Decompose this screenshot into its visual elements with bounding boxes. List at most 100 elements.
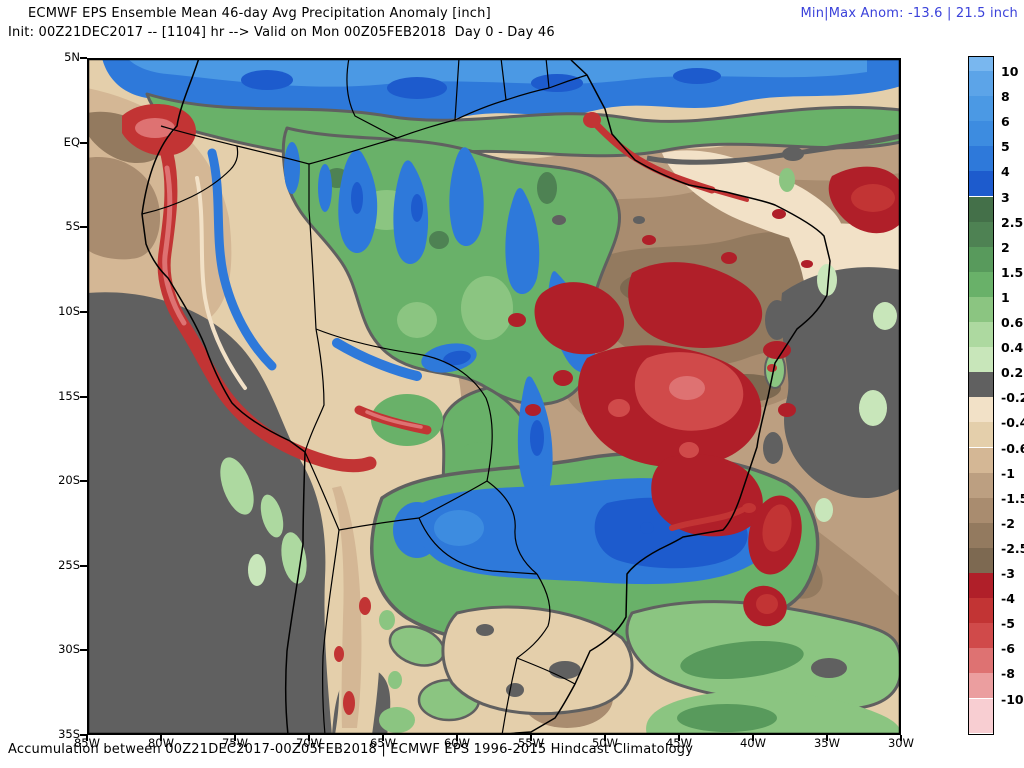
lon-tick — [234, 735, 236, 741]
colorbar-segment — [969, 422, 993, 448]
lat-tick-label: 30S — [58, 642, 80, 657]
colorbar-tick-label: 8 — [1001, 89, 1010, 105]
colorbar-segment — [969, 221, 993, 247]
lat-tick-label: 5N — [64, 50, 80, 64]
colorbar-segment — [969, 271, 993, 297]
lat-tick-label: 5S — [65, 219, 80, 234]
coastlines — [141, 58, 831, 735]
lat-tick-label: 20S — [58, 473, 80, 488]
lon-tick — [308, 735, 310, 741]
colorbar-segment — [969, 397, 993, 423]
lat-tick — [80, 649, 87, 652]
lon-tick-label: 60W — [443, 736, 471, 750]
lat-tick — [80, 226, 87, 229]
colorbar-segment — [969, 472, 993, 498]
lat-tick — [80, 310, 87, 313]
colorbar-segment — [969, 673, 993, 699]
lat-tick — [80, 141, 87, 144]
lon-tick — [160, 735, 162, 741]
andes-south-tan-strip — [315, 448, 380, 735]
lon-tick-label: 45W — [665, 736, 693, 750]
page-title: ECMWF EPS Ensemble Mean 46-day Avg Preci… — [28, 6, 491, 21]
colorbar-tick-label: 2.5 — [1001, 214, 1024, 230]
lon-tick-label: 35W — [813, 736, 841, 750]
colorbar-tick-label: -1.5 — [1001, 490, 1024, 506]
lon-tick — [530, 735, 532, 741]
colorbar-segment — [969, 196, 993, 222]
lon-tick — [382, 735, 384, 741]
lon-tick-label: 30W — [887, 736, 915, 750]
colorbar-segment — [969, 121, 993, 147]
pacific-green-patches — [220, 457, 307, 586]
colorbar-segment — [969, 573, 993, 599]
colorbar-segment — [969, 547, 993, 573]
lat-tick — [80, 57, 87, 59]
colorbar-segment — [969, 347, 993, 373]
colorbar-tick-label: -8 — [1001, 666, 1015, 682]
lat-tick-label: 25S — [58, 557, 80, 572]
colorbar-tick-label: -5 — [1001, 616, 1015, 632]
init-valid-line: Init: 00Z21DEC2017 -- [1104] hr --> Vali… — [8, 25, 555, 40]
lon-tick — [752, 735, 754, 741]
lon-tick-label: 50W — [591, 736, 619, 750]
lon-tick-label: 80W — [147, 736, 175, 750]
northeast-coast-red-streaks — [583, 112, 901, 531]
lat-tick — [80, 734, 87, 736]
colorbar-tick-label: -0.4 — [1001, 415, 1024, 431]
lon-tick — [86, 735, 88, 741]
atlantic-green-patches — [779, 168, 897, 522]
colorbar-legend — [968, 56, 994, 735]
colorbar-segment — [969, 246, 993, 272]
colorbar-tick-label: 5 — [1001, 139, 1010, 155]
colorbar-tick-label: -1 — [1001, 465, 1015, 481]
map-frame — [87, 58, 901, 735]
colorbar-segment — [969, 57, 993, 71]
lat-tick-label: 10S — [58, 303, 80, 318]
lat-tick — [80, 480, 87, 483]
colorbar-tick-label: 1.5 — [1001, 264, 1024, 280]
colorbar-tick-label: -0.2 — [1001, 390, 1024, 406]
colorbar-tick-label: 3 — [1001, 189, 1010, 205]
colorbar-segment — [969, 447, 993, 473]
colorbar-tick-label: -2.5 — [1001, 540, 1024, 556]
colorbar-tick-label: -2 — [1001, 515, 1015, 531]
colorbar-segment — [969, 96, 993, 122]
colorbar-tick-label: -4 — [1001, 591, 1015, 607]
north-wet-blue-band — [102, 58, 901, 123]
colorbar-segment — [969, 171, 993, 197]
colorbar-tick-label: 1 — [1001, 289, 1010, 305]
minmax-anomaly-readout: Min|Max Anom: -13.6 | 21.5 inch — [800, 6, 1018, 21]
colorbar-segment — [969, 698, 993, 733]
lon-tick — [900, 735, 902, 741]
colorbar-segment — [969, 372, 993, 398]
colorbar-segment — [969, 522, 993, 548]
central-dry-red-cluster — [508, 235, 796, 537]
colorbar-segment — [969, 497, 993, 523]
colorbar-tick-label: -3 — [1001, 566, 1015, 581]
lon-tick-label: 75W — [221, 736, 249, 750]
lon-tick-label: 85W — [73, 736, 101, 750]
colorbar-tick-label: -6 — [1001, 641, 1015, 657]
lon-tick — [678, 735, 680, 741]
lon-tick-label: 65W — [369, 736, 397, 750]
lon-tick — [826, 735, 828, 741]
colorbar-segment — [969, 598, 993, 624]
colorbar-tick-label: -0.6 — [1001, 440, 1024, 456]
lat-tick-label: 35S — [58, 727, 80, 741]
south-atlantic-red-blobs — [743, 495, 802, 627]
lon-tick-label: 40W — [739, 736, 767, 750]
colorbar-tick-label: 0.6 — [1001, 315, 1024, 330]
andes-dry-red-stripes — [122, 104, 477, 715]
lon-tick-label: 55W — [517, 736, 545, 750]
lat-tick — [80, 564, 87, 567]
colorbar-segment — [969, 296, 993, 322]
lon-tick — [604, 735, 606, 741]
colorbar-segment — [969, 71, 993, 97]
lon-tick — [456, 735, 458, 741]
map-plot-area — [87, 58, 901, 735]
lat-tick-label: 15S — [58, 388, 80, 403]
atlantic-neutral-gray-region — [552, 133, 901, 678]
colorbar-segment — [969, 648, 993, 674]
colorbar-segment — [969, 623, 993, 649]
